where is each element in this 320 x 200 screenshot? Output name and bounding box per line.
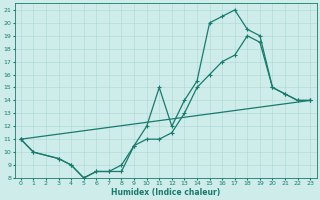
X-axis label: Humidex (Indice chaleur): Humidex (Indice chaleur) [111, 188, 220, 197]
